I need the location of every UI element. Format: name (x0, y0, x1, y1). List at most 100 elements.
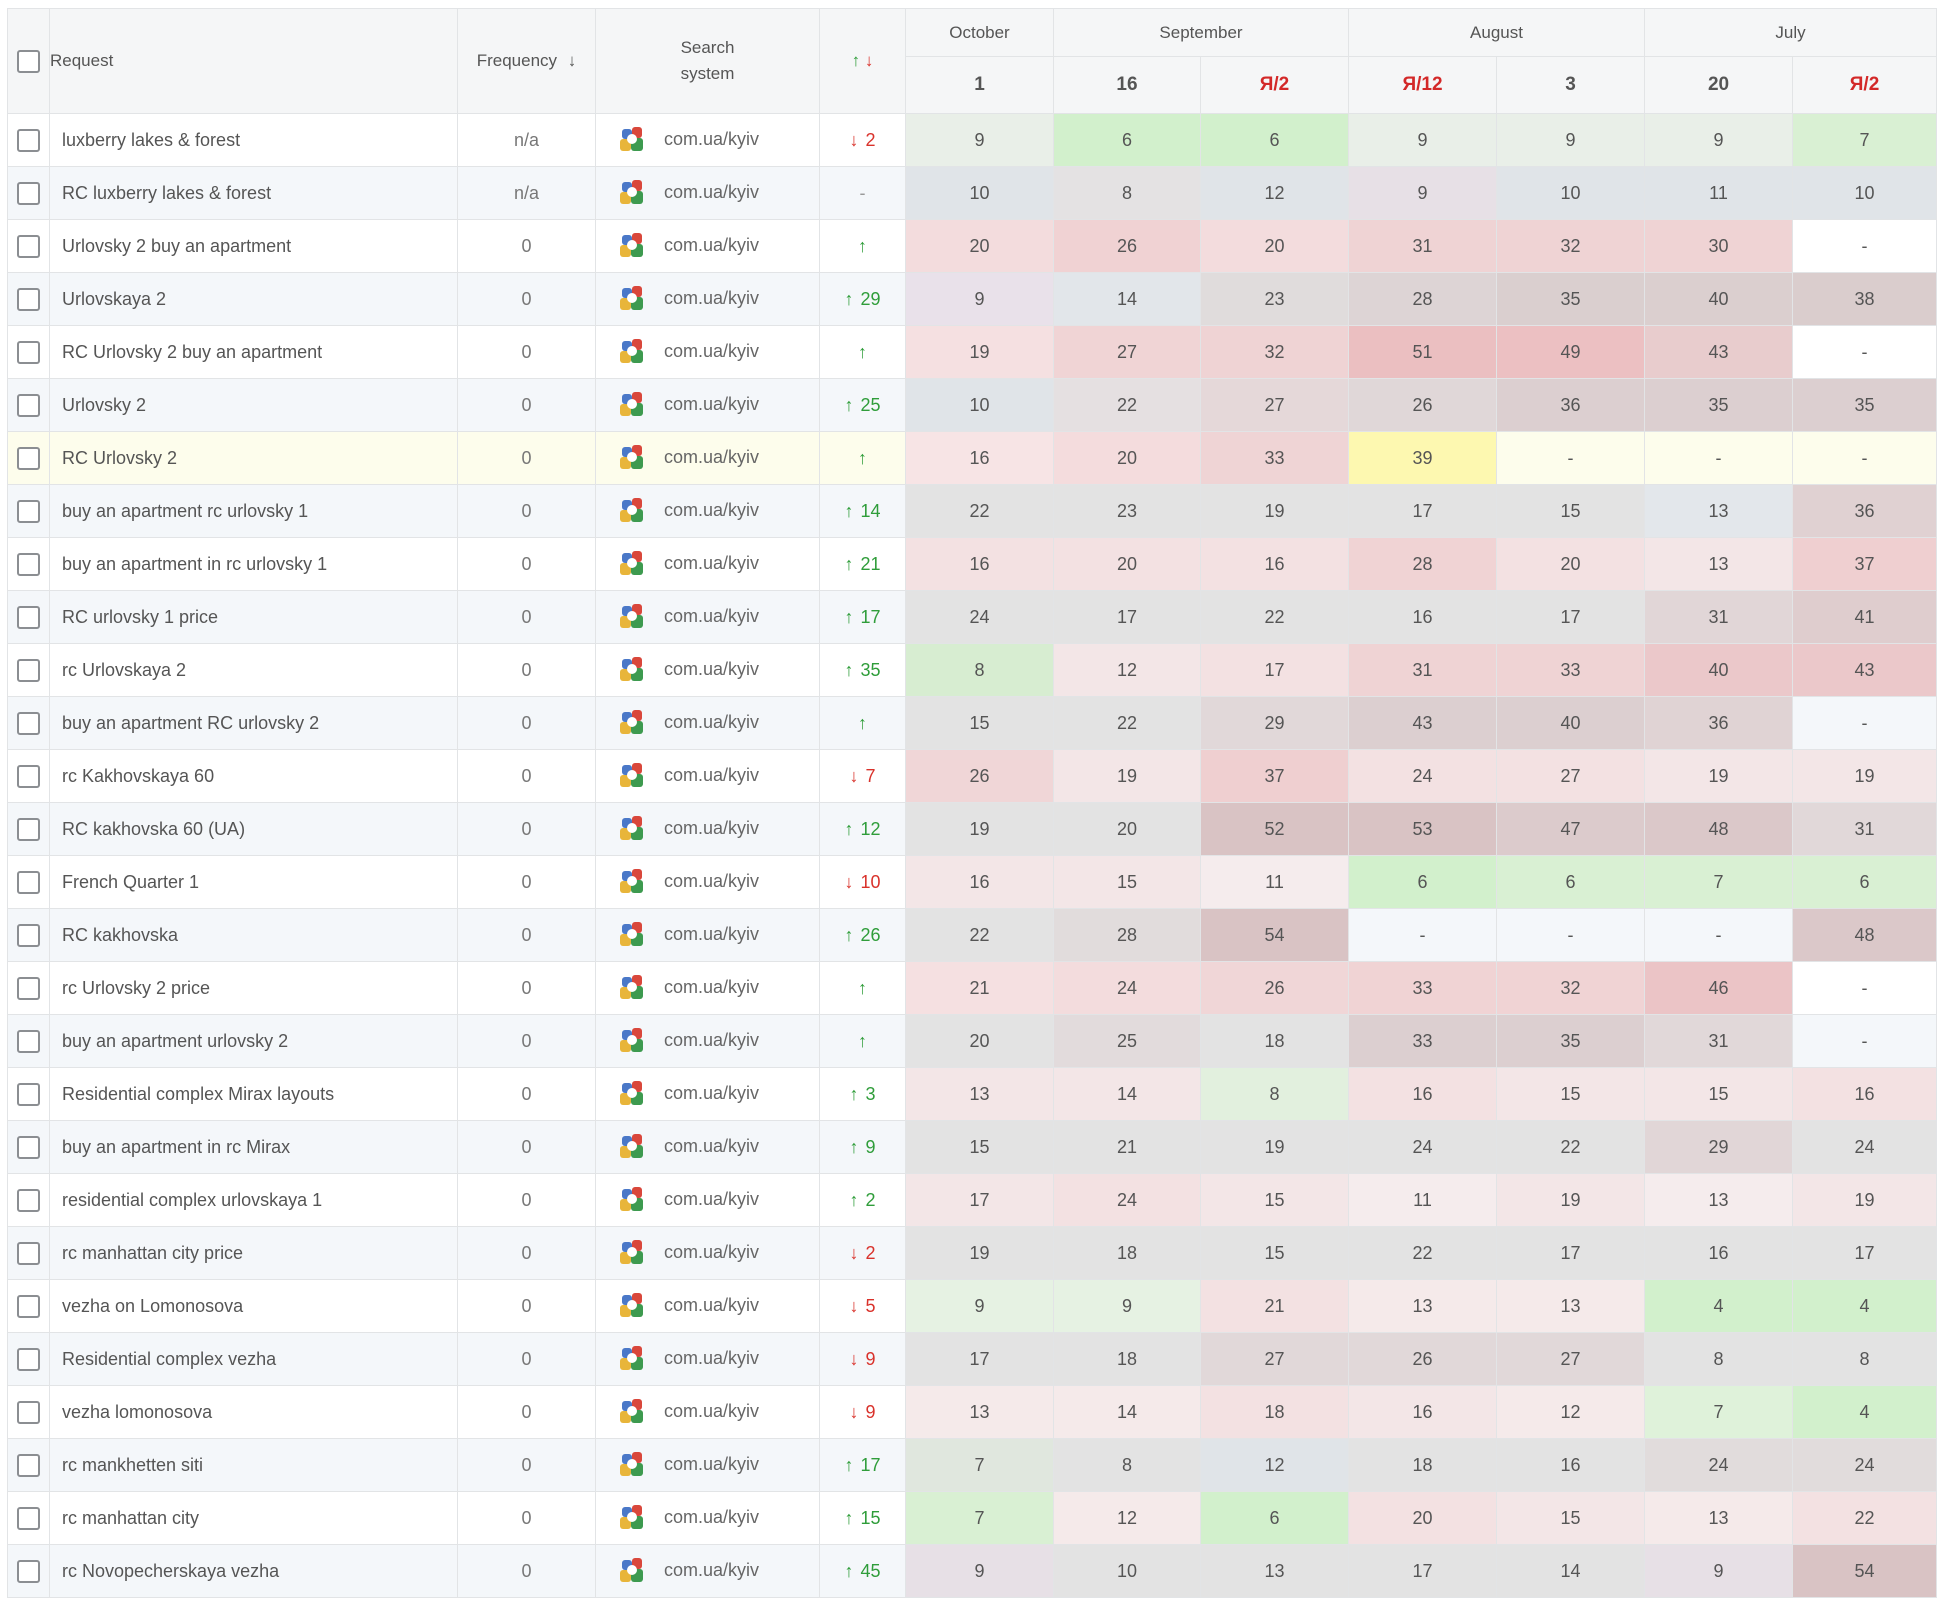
position-cell: 22 (1792, 1491, 1938, 1545)
table-row[interactable]: RC urlovsky 1 price 0 com.ua/kyiv ↑ 17 24 17 22… (7, 590, 1938, 644)
row-checkbox[interactable] (17, 605, 40, 629)
table-row[interactable]: French Quarter 1 0 com.ua/kyiv ↓ 10 16 15 11 6 6 7… (7, 855, 1938, 909)
date-header[interactable]: 1 (905, 56, 1054, 114)
date-header[interactable]: 20 (1644, 56, 1794, 114)
table-row[interactable]: vezha on Lomonosova 0 com.ua/kyiv ↓ 5 9 9 21 13 1… (7, 1279, 1938, 1333)
position-change-value: 15 (860, 1507, 881, 1528)
date-header[interactable]: Я/2 (1199, 56, 1350, 114)
row-checkbox[interactable] (17, 234, 40, 258)
position-change-value: 2 (865, 1242, 876, 1263)
table-row[interactable]: rc mankhetten siti 0 com.ua/kyiv ↑ 17 7 8 12 18 1… (7, 1438, 1938, 1492)
date-header[interactable]: 3 (1496, 56, 1646, 114)
region-label: com.ua/kyiv (664, 1506, 760, 1527)
row-checkbox[interactable] (17, 128, 40, 152)
table-row[interactable]: RC Urlovsky 2 buy an apartment 0 com.ua/ky… (7, 325, 1938, 379)
row-checkbox[interactable] (17, 817, 40, 841)
table-row[interactable]: Residential complex vezha 0 com.ua/kyiv ↓ 9 1… (7, 1332, 1938, 1386)
row-checkbox[interactable] (17, 764, 40, 788)
row-checkbox[interactable] (17, 1347, 40, 1371)
request-cell: Residential complex vezha (49, 1332, 458, 1386)
table-row[interactable]: Urlovsky 2 0 com.ua/kyiv ↑ 25 10 22 27 26 36 35 35 (7, 378, 1938, 432)
row-checkbox[interactable] (17, 923, 40, 947)
select-all-checkbox[interactable] (17, 49, 40, 73)
position-cell: 22 (1053, 696, 1201, 750)
table-row[interactable]: RC kakhovska 60 (UA) 0 com.ua/kyiv ↑ 12 19 20 5… (7, 802, 1938, 856)
table-row[interactable]: luxberry lakes & forest n/a com.ua/kyiv ↓ 2 9… (7, 113, 1938, 167)
arrow-up-icon: ↑ (849, 1189, 859, 1210)
region-label: com.ua/kyiv (664, 1294, 760, 1315)
row-checkbox[interactable] (17, 1294, 40, 1318)
search-system-column-header[interactable]: Search system (595, 8, 820, 114)
change-column-header[interactable]: ↑ ↓ (819, 8, 906, 114)
position-cell: 39 (1348, 431, 1498, 485)
position-change-cell: ↑ (819, 1014, 906, 1068)
row-checkbox[interactable] (17, 658, 40, 682)
position-change-value: 7 (865, 765, 876, 786)
row-checkbox[interactable] (17, 499, 40, 523)
table-header: Request Frequency ↓ Search system ↑ ↓ Oc… (7, 8, 1938, 114)
table-row[interactable]: rc manhattan city price 0 com.ua/kyiv ↓ 2 19 1… (7, 1226, 1938, 1280)
row-checkbox[interactable] (17, 1188, 40, 1212)
row-checkbox[interactable] (17, 1082, 40, 1106)
position-cell: 10 (1496, 166, 1646, 220)
row-checkbox[interactable] (17, 446, 40, 470)
table-row[interactable]: buy an apartment RC urlovsky 2 0 com.ua/ky… (7, 696, 1938, 750)
row-select-cell (7, 325, 50, 379)
row-checkbox[interactable] (17, 393, 40, 417)
frequency-cell: 0 (457, 908, 596, 962)
row-checkbox[interactable] (17, 1506, 40, 1530)
google-icon (620, 710, 644, 736)
table-row[interactable]: rc Kakhovskaya 60 0 com.ua/kyiv ↓ 7 26 19 37 24 2… (7, 749, 1938, 803)
row-checkbox[interactable] (17, 181, 40, 205)
frequency-column-header[interactable]: Frequency ↓ (457, 8, 596, 114)
table-row[interactable]: Residential complex Mirax layouts 0 com.ua… (7, 1067, 1938, 1121)
table-row[interactable]: RC Urlovsky 2 0 com.ua/kyiv ↑ 16 20 33 39- - - (7, 431, 1938, 485)
row-checkbox[interactable] (17, 1135, 40, 1159)
position-cell: 15 (1644, 1067, 1794, 1121)
position-cell: - (1496, 908, 1646, 962)
region-label: com.ua/kyiv (664, 870, 760, 891)
table-row[interactable]: RC luxberry lakes & forest n/a com.ua/kyiv… (7, 166, 1938, 220)
position-change-cell: ↑ 35 (819, 643, 906, 697)
row-checkbox[interactable] (17, 340, 40, 364)
row-checkbox[interactable] (17, 1400, 40, 1424)
table-row[interactable]: rc Urlovskaya 2 0 com.ua/kyiv ↑ 35 8 12 17 31 33 4… (7, 643, 1938, 697)
table-row[interactable]: buy an apartment rc urlovsky 1 0 com.ua/ky… (7, 484, 1938, 538)
date-header[interactable]: Я/12 (1348, 56, 1498, 114)
table-row[interactable]: residential complex urlovskaya 1 0 com.ua/… (7, 1173, 1938, 1227)
row-checkbox[interactable] (17, 711, 40, 735)
row-checkbox[interactable] (17, 1241, 40, 1265)
date-header[interactable]: Я/2 (1792, 56, 1938, 114)
position-change-value: 9 (865, 1401, 876, 1422)
table-row[interactable]: rc Urlovsky 2 price 0 com.ua/kyiv ↑ 21 24 26 33… (7, 961, 1938, 1015)
row-select-cell (7, 1014, 50, 1068)
position-cell: 10 (1792, 166, 1938, 220)
position-change-cell: ↑ (819, 219, 906, 273)
table-row[interactable]: Urlovskaya 2 0 com.ua/kyiv ↑ 29 9 14 23 28 35 40 38 (7, 272, 1938, 326)
google-icon (620, 1134, 644, 1160)
table-row[interactable]: RC kakhovska 0 com.ua/kyiv ↑ 26 22 28 54- - -48 (7, 908, 1938, 962)
row-checkbox[interactable] (17, 976, 40, 1000)
position-cell: 24 (1792, 1438, 1938, 1492)
row-checkbox[interactable] (17, 1559, 40, 1583)
row-checkbox[interactable] (17, 870, 40, 894)
date-header[interactable]: 16 (1053, 56, 1201, 114)
row-checkbox[interactable] (17, 287, 40, 311)
position-cell: 19 (1496, 1173, 1646, 1227)
row-checkbox[interactable] (17, 552, 40, 576)
row-checkbox[interactable] (17, 1453, 40, 1477)
table-row[interactable]: buy an apartment in rc Mirax 0 com.ua/kyiv… (7, 1120, 1938, 1174)
google-icon (620, 551, 644, 577)
google-icon (620, 286, 644, 312)
row-checkbox[interactable] (17, 1029, 40, 1053)
position-cell: 26 (1199, 961, 1350, 1015)
table-row[interactable]: buy an apartment in rc urlovsky 1 0 com.ua… (7, 537, 1938, 591)
request-column-header[interactable]: Request (49, 8, 458, 114)
table-row[interactable]: rc manhattan city 0 com.ua/kyiv ↑ 15 7 12 6 20 15… (7, 1491, 1938, 1545)
table-row[interactable]: vezha lomonosova 0 com.ua/kyiv ↓ 9 13 14 18 16 12… (7, 1385, 1938, 1439)
table-row[interactable]: buy an apartment urlovsky 2 0 com.ua/kyiv ↑… (7, 1014, 1938, 1068)
month-header-september: September (1052, 8, 1350, 57)
table-row[interactable]: rc Novopecherskaya vezha 0 com.ua/kyiv ↑ 45 9… (7, 1544, 1938, 1598)
table-row[interactable]: Urlovsky 2 buy an apartment 0 com.ua/kyiv ↑… (7, 219, 1938, 273)
position-change-value: 3 (865, 1083, 876, 1104)
